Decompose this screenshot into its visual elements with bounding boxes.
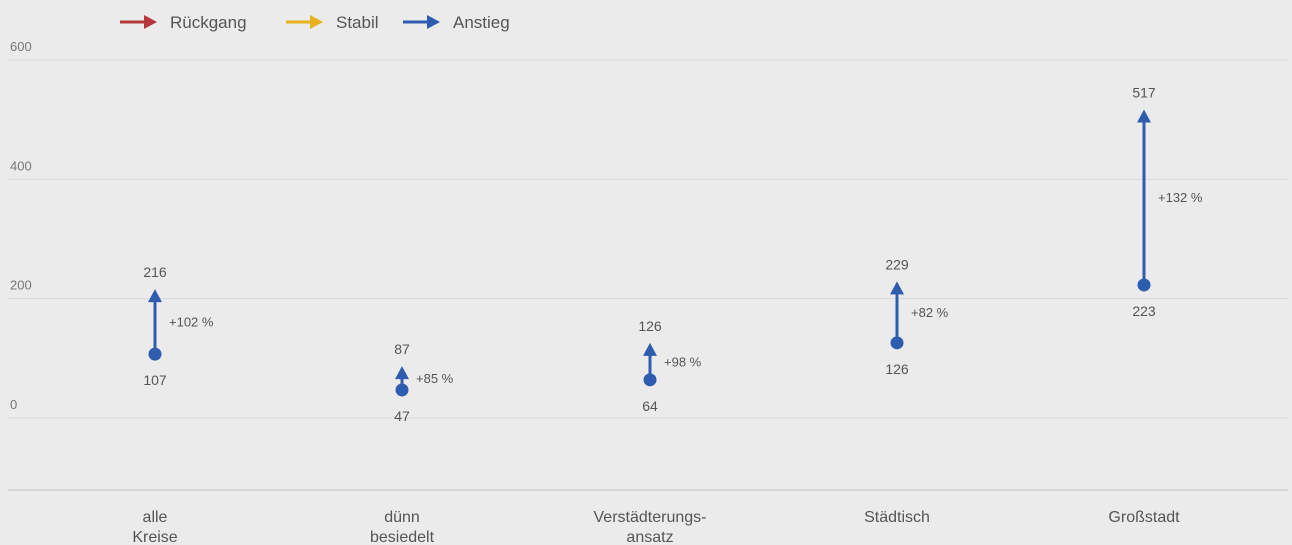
change-arrow-head xyxy=(148,289,162,303)
start-point xyxy=(1137,278,1151,292)
legend-arrow-head xyxy=(144,15,157,29)
legend-arrow-head xyxy=(427,15,440,29)
x-category-label: besiedelt xyxy=(370,529,435,545)
legend-item: Stabil xyxy=(286,13,379,32)
legend: Rückgang Stabil Anstieg xyxy=(120,13,510,32)
start-point xyxy=(643,373,657,387)
x-category-label: Kreise xyxy=(132,529,177,545)
change-percent-label: +132 % xyxy=(1158,190,1203,205)
start-value-label: 223 xyxy=(1132,303,1156,319)
legend-label: Stabil xyxy=(336,13,379,32)
end-value-label: 229 xyxy=(885,256,909,272)
x-category-label: Verstädterungs- xyxy=(594,509,707,526)
start-value-label: 107 xyxy=(143,372,167,388)
x-category-label: alle xyxy=(143,509,168,526)
category-group: 216 107 +102 % xyxy=(143,264,214,388)
x-category-label: Großstadt xyxy=(1108,509,1180,526)
start-point xyxy=(890,336,904,350)
end-value-label: 126 xyxy=(638,318,662,334)
end-value-label: 87 xyxy=(394,341,410,357)
y-tick-label: 600 xyxy=(10,39,32,54)
x-category-label: Städtisch xyxy=(864,509,930,526)
legend-arrow-head xyxy=(310,15,323,29)
category-group: 229 126 +82 % xyxy=(885,256,948,376)
y-tick-label: 400 xyxy=(10,158,32,173)
change-arrow-head xyxy=(1137,109,1151,123)
change-arrow-head xyxy=(643,342,657,356)
category-group: 517 223 +132 % xyxy=(1132,85,1203,319)
chart-marks: 216 107 +102 % 87 47 +85 % 126 64 +98 % 229 126 +82… xyxy=(143,85,1203,424)
change-arrow-head xyxy=(395,366,409,380)
gridlines xyxy=(8,59,1288,419)
legend-item: Rückgang xyxy=(120,13,247,32)
start-value-label: 64 xyxy=(642,398,658,414)
y-tick-label: 0 xyxy=(10,397,17,412)
change-percent-label: +82 % xyxy=(911,305,949,320)
change-arrow-head xyxy=(890,281,904,295)
category-group: 126 64 +98 % xyxy=(638,318,701,414)
change-percent-label: +85 % xyxy=(416,371,454,386)
start-point xyxy=(395,383,409,397)
category-group: 87 47 +85 % xyxy=(394,341,453,424)
y-axis: 0 200 400 600 xyxy=(10,39,32,412)
legend-label: Anstieg xyxy=(453,13,510,32)
y-tick-label: 200 xyxy=(10,278,32,293)
legend-item: Anstieg xyxy=(403,13,510,32)
start-value-label: 126 xyxy=(885,361,909,377)
legend-label: Rückgang xyxy=(170,13,247,32)
start-point xyxy=(148,347,162,361)
change-percent-label: +102 % xyxy=(169,315,214,330)
start-value-label: 47 xyxy=(394,408,410,424)
change-percent-label: +98 % xyxy=(664,354,702,369)
x-axis: alle Kreise dünn besiedelt Verstädterungs-an… xyxy=(8,489,1288,545)
x-category-label: ansatz xyxy=(626,529,673,545)
end-value-label: 517 xyxy=(1132,85,1156,101)
x-category-label: dünn xyxy=(384,509,420,526)
end-value-label: 216 xyxy=(143,264,167,280)
